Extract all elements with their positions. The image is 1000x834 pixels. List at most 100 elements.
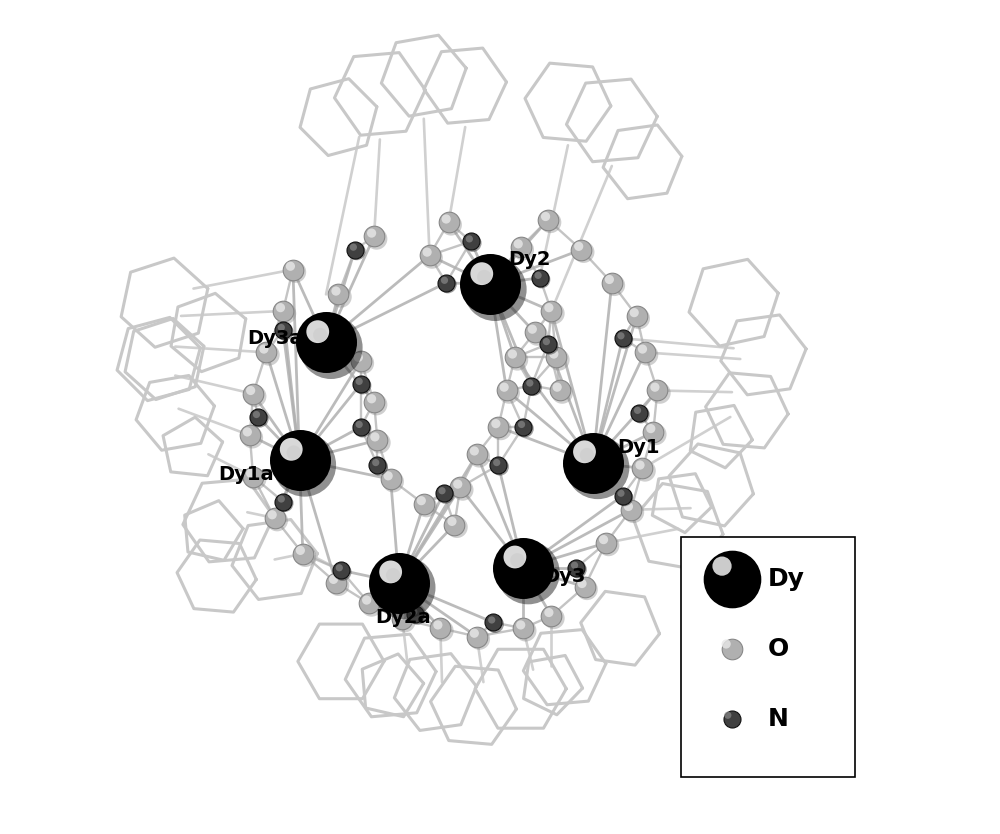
- Point: [258, 346, 274, 359]
- Point: [484, 613, 500, 626]
- FancyBboxPatch shape: [681, 537, 855, 777]
- Point: [275, 495, 291, 508]
- Point: [333, 290, 349, 304]
- Point: [515, 621, 531, 635]
- Point: [438, 213, 454, 226]
- Point: [285, 263, 301, 276]
- Point: [499, 384, 515, 397]
- Point: [430, 618, 446, 631]
- Point: [242, 429, 258, 442]
- Point: [634, 462, 650, 475]
- Point: [579, 449, 595, 462]
- Point: [720, 709, 736, 722]
- Point: [350, 350, 366, 364]
- Point: [629, 309, 645, 323]
- Point: [613, 486, 629, 500]
- Point: [524, 323, 540, 336]
- Point: [533, 273, 549, 286]
- Point: [273, 492, 289, 505]
- Point: [372, 436, 388, 450]
- Point: [243, 467, 259, 480]
- Point: [543, 609, 559, 622]
- Point: [623, 503, 639, 516]
- Point: [714, 560, 730, 573]
- Point: [434, 484, 450, 497]
- Point: [598, 536, 614, 550]
- Point: [620, 500, 636, 513]
- Point: [407, 607, 423, 620]
- Point: [273, 321, 289, 334]
- Point: [648, 428, 664, 441]
- Point: [450, 477, 466, 490]
- Text: Dy1a: Dy1a: [218, 465, 273, 485]
- Point: [396, 581, 412, 595]
- Point: [295, 547, 311, 560]
- Point: [601, 539, 617, 552]
- Text: N: N: [768, 707, 788, 731]
- Point: [615, 489, 631, 502]
- Point: [633, 408, 649, 421]
- Point: [574, 577, 590, 590]
- Point: [369, 232, 385, 245]
- Point: [345, 240, 361, 254]
- Point: [514, 418, 530, 431]
- Point: [649, 384, 665, 397]
- Point: [349, 244, 365, 258]
- Point: [507, 350, 523, 364]
- Point: [579, 583, 595, 596]
- Point: [625, 505, 641, 519]
- Point: [328, 576, 344, 590]
- Point: [643, 422, 659, 435]
- Point: [543, 304, 559, 318]
- Point: [275, 304, 291, 318]
- Point: [604, 276, 620, 289]
- Point: [616, 490, 632, 504]
- Point: [630, 404, 646, 417]
- Point: [446, 518, 462, 531]
- Point: [335, 565, 351, 579]
- Point: [471, 450, 487, 464]
- Point: [487, 283, 503, 296]
- Point: [647, 380, 663, 394]
- Point: [613, 329, 629, 343]
- Point: [328, 284, 344, 298]
- Point: [527, 326, 543, 339]
- Point: [282, 259, 298, 273]
- Point: [239, 425, 255, 439]
- Point: [632, 459, 648, 472]
- Point: [724, 642, 740, 656]
- Point: [383, 565, 399, 579]
- Point: [444, 515, 460, 528]
- Point: [571, 239, 587, 253]
- Point: [383, 473, 399, 486]
- Point: [525, 380, 541, 394]
- Point: [718, 637, 734, 651]
- Point: [325, 573, 341, 586]
- Point: [507, 550, 523, 564]
- Point: [359, 594, 375, 607]
- Point: [413, 494, 429, 507]
- Point: [244, 431, 260, 445]
- Point: [264, 508, 280, 521]
- Point: [515, 420, 531, 434]
- Point: [269, 514, 285, 527]
- Point: [286, 446, 302, 460]
- Point: [361, 597, 377, 610]
- Point: [509, 353, 525, 366]
- Point: [367, 430, 383, 444]
- Point: [471, 632, 487, 646]
- Point: [466, 445, 482, 458]
- Point: [590, 461, 606, 475]
- Point: [461, 232, 477, 245]
- Point: [366, 395, 382, 409]
- Point: [724, 713, 740, 726]
- Text: Dy3a: Dy3a: [247, 329, 302, 348]
- Point: [312, 329, 328, 342]
- Point: [256, 343, 272, 356]
- Point: [645, 425, 661, 439]
- Point: [248, 389, 264, 403]
- Point: [615, 332, 631, 345]
- Point: [541, 301, 557, 314]
- Point: [261, 348, 277, 361]
- Point: [465, 236, 481, 249]
